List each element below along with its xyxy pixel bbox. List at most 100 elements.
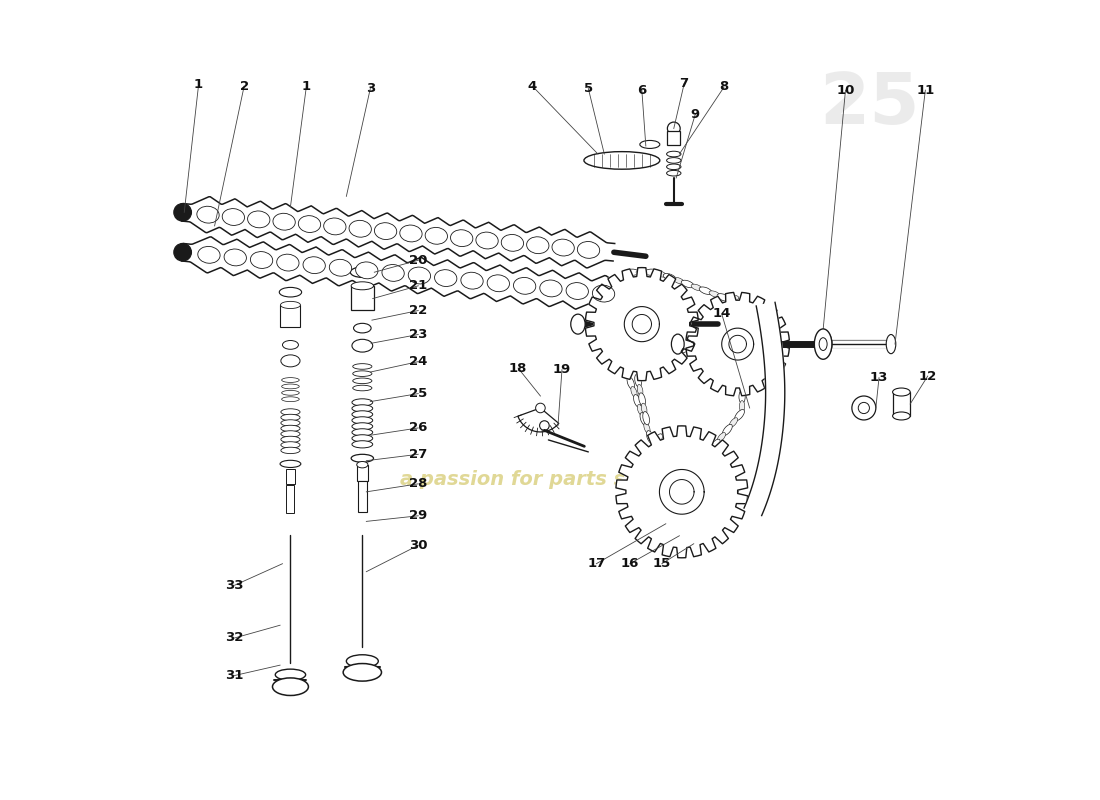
Ellipse shape	[352, 405, 373, 412]
Ellipse shape	[374, 222, 397, 239]
Ellipse shape	[277, 254, 299, 271]
Ellipse shape	[197, 206, 219, 223]
Text: 30: 30	[409, 539, 428, 552]
Ellipse shape	[647, 430, 653, 443]
Polygon shape	[518, 408, 559, 432]
Ellipse shape	[635, 374, 641, 387]
Ellipse shape	[858, 402, 869, 414]
Ellipse shape	[426, 227, 448, 244]
Ellipse shape	[275, 669, 306, 680]
Ellipse shape	[626, 269, 639, 275]
Polygon shape	[686, 293, 790, 396]
Text: 9: 9	[691, 107, 700, 121]
Ellipse shape	[350, 267, 374, 278]
Text: 7: 7	[680, 78, 689, 90]
Text: 27: 27	[409, 448, 428, 461]
Text: 5: 5	[584, 82, 593, 95]
Ellipse shape	[700, 287, 712, 294]
Ellipse shape	[352, 339, 373, 352]
Ellipse shape	[892, 388, 910, 396]
Ellipse shape	[627, 377, 635, 390]
Ellipse shape	[540, 421, 549, 430]
Ellipse shape	[273, 214, 295, 230]
Ellipse shape	[653, 434, 662, 446]
Text: 8: 8	[719, 81, 728, 94]
Ellipse shape	[667, 170, 681, 176]
Ellipse shape	[282, 397, 299, 402]
Ellipse shape	[820, 338, 827, 350]
Ellipse shape	[690, 339, 700, 347]
Bar	[356, 465, 367, 481]
Ellipse shape	[280, 426, 300, 432]
Ellipse shape	[353, 371, 372, 377]
Ellipse shape	[408, 267, 430, 284]
Polygon shape	[632, 314, 651, 334]
Ellipse shape	[650, 441, 657, 451]
Ellipse shape	[640, 413, 648, 426]
Ellipse shape	[280, 302, 300, 309]
Ellipse shape	[613, 314, 618, 325]
Ellipse shape	[282, 378, 299, 382]
Ellipse shape	[352, 417, 373, 424]
Bar	[280, 305, 300, 327]
Ellipse shape	[536, 403, 546, 413]
Ellipse shape	[353, 386, 372, 391]
Bar	[358, 482, 367, 512]
Ellipse shape	[727, 295, 739, 301]
Text: 16: 16	[620, 558, 639, 570]
Ellipse shape	[352, 399, 373, 406]
Polygon shape	[729, 335, 747, 353]
Text: 1: 1	[301, 80, 311, 93]
Text: 32: 32	[226, 631, 244, 645]
Text: 4: 4	[528, 80, 537, 93]
Ellipse shape	[593, 285, 615, 302]
Ellipse shape	[222, 209, 244, 226]
Ellipse shape	[639, 393, 646, 406]
Ellipse shape	[700, 450, 707, 463]
Text: 3: 3	[365, 82, 375, 95]
Ellipse shape	[343, 663, 382, 681]
Ellipse shape	[382, 265, 405, 282]
Text: 14: 14	[713, 307, 730, 320]
Ellipse shape	[434, 270, 456, 286]
Ellipse shape	[280, 409, 300, 415]
Ellipse shape	[614, 341, 622, 354]
Text: 29: 29	[409, 510, 428, 522]
Ellipse shape	[280, 442, 300, 448]
Text: 20: 20	[409, 254, 428, 266]
Bar	[892, 392, 910, 416]
Ellipse shape	[705, 447, 714, 457]
Ellipse shape	[696, 332, 706, 343]
Ellipse shape	[642, 412, 649, 425]
Ellipse shape	[540, 280, 562, 297]
Ellipse shape	[667, 164, 681, 170]
Ellipse shape	[614, 303, 620, 316]
Bar	[351, 286, 374, 310]
Ellipse shape	[282, 390, 299, 395]
Ellipse shape	[280, 460, 300, 467]
Ellipse shape	[710, 291, 720, 298]
Ellipse shape	[280, 355, 300, 367]
Text: 15: 15	[652, 558, 671, 570]
Text: 17: 17	[587, 558, 605, 570]
Ellipse shape	[282, 384, 299, 389]
Ellipse shape	[625, 369, 630, 379]
Ellipse shape	[273, 678, 308, 695]
Ellipse shape	[610, 322, 617, 335]
Ellipse shape	[814, 329, 832, 359]
Ellipse shape	[353, 323, 371, 333]
Text: 6: 6	[637, 84, 647, 97]
Ellipse shape	[566, 282, 588, 299]
Polygon shape	[670, 479, 694, 504]
Ellipse shape	[487, 275, 509, 292]
Ellipse shape	[729, 418, 738, 427]
Polygon shape	[616, 426, 748, 558]
Bar	[286, 470, 295, 484]
Ellipse shape	[723, 424, 733, 435]
Text: 23: 23	[409, 328, 428, 341]
Ellipse shape	[681, 280, 694, 288]
Ellipse shape	[671, 334, 684, 354]
Text: 2: 2	[240, 80, 249, 93]
Ellipse shape	[352, 434, 373, 442]
Ellipse shape	[739, 401, 745, 412]
